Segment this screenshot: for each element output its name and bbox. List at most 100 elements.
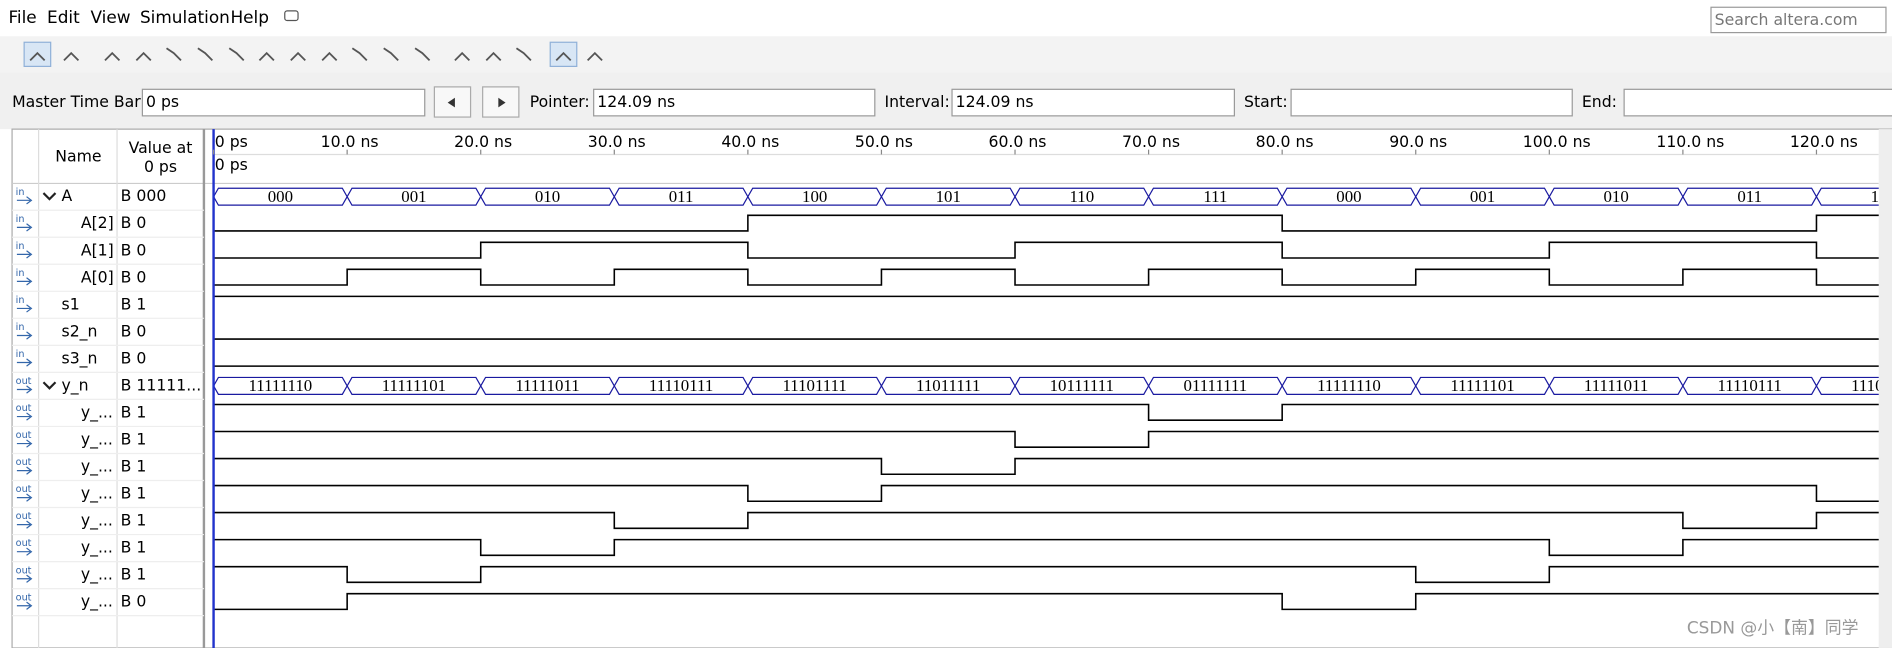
menu-item[interactable]: File: [8, 7, 36, 27]
toolbar: [0, 36, 1892, 73]
signal-name[interactable]: A: [62, 186, 73, 205]
bus-value: 11101111: [1851, 376, 1892, 395]
bus-value: 010: [1603, 187, 1628, 206]
bus-value: 010: [535, 187, 560, 206]
toolbar-icons: [23, 41, 603, 67]
signal-icon: out: [16, 592, 32, 603]
input[interactable]: [951, 88, 1235, 117]
signal-name[interactable]: y_...: [81, 402, 113, 422]
signal-name[interactable]: y_...: [81, 538, 113, 558]
signal-value: B 1: [121, 538, 147, 557]
bus-value: 11111110: [248, 376, 312, 395]
signal-name[interactable]: A[1]: [81, 240, 114, 259]
ruler-label: 110.0 ns: [1656, 132, 1724, 151]
signal-name[interactable]: A[2]: [81, 213, 114, 232]
menu-bar: [0, 0, 1892, 37]
signal-icon: in: [16, 241, 25, 252]
waveform: [213, 565, 1879, 584]
tool-icon: [104, 51, 121, 61]
input[interactable]: [141, 88, 426, 117]
bus-value: 11110111: [649, 376, 713, 395]
signal-icon-arrow: [16, 304, 33, 313]
signal-name[interactable]: y_n: [62, 375, 89, 395]
menu-item[interactable]: Help: [230, 7, 268, 27]
waveform: [213, 592, 1879, 611]
bus-value: 001: [1470, 187, 1495, 206]
tool-icon: [351, 47, 368, 61]
input[interactable]: [593, 88, 876, 117]
tool-icon: [197, 47, 214, 61]
signal-icon-arrow: [16, 520, 33, 529]
icon: [447, 97, 455, 108]
search-box[interactable]: [1710, 6, 1887, 34]
signal-icon-arrow: [16, 439, 33, 448]
input-value: 0 ps: [146, 92, 179, 111]
menu-item[interactable]: View: [90, 7, 130, 27]
signal-icon: in: [16, 322, 25, 333]
bus-value: 000: [268, 187, 293, 206]
signal-icon-arrow: [16, 412, 33, 421]
tool-icon: [228, 47, 245, 61]
tool-icon: [63, 51, 80, 61]
signal-icon-arrow: [16, 601, 33, 610]
bus-value: 100: [802, 187, 827, 206]
signal-name[interactable]: y_...: [81, 456, 113, 476]
tool-icon: [135, 51, 152, 61]
waveform: [213, 457, 1879, 476]
waveform: [213, 268, 1879, 286]
signal-icon: in: [16, 214, 25, 225]
ruler-label: 50.0 ns: [855, 132, 913, 151]
signal-name[interactable]: y_...: [81, 484, 113, 504]
signal-icon: out: [16, 484, 32, 495]
col-header: 0 ps: [144, 157, 177, 176]
bus-value: 111: [1203, 187, 1227, 206]
waveform: [213, 403, 1879, 421]
bus-value: 11111011: [1584, 376, 1648, 395]
bus-value: 11011111: [916, 376, 980, 395]
ruler-label: 30.0 ns: [588, 132, 646, 151]
ruler-label: 120.0 ns: [1790, 132, 1858, 151]
waveform: [213, 538, 1879, 557]
signal-icon: in: [16, 349, 25, 360]
signal-icon: in: [16, 295, 25, 306]
signal-name[interactable]: A[0]: [81, 267, 114, 286]
input-value: 124.09 ns: [597, 92, 675, 111]
signal-name[interactable]: y_...: [81, 511, 113, 531]
col-header: Value at: [129, 138, 193, 157]
search-placeholder: Search altera.com: [1715, 10, 1858, 29]
signal-name[interactable]: y_...: [81, 592, 113, 612]
signal-icon-arrow: [16, 547, 33, 556]
signal-name[interactable]: s3_n: [62, 348, 98, 368]
ruler-label: 40.0 ns: [721, 132, 779, 151]
tool-icon: [290, 51, 306, 61]
signal-name[interactable]: y_...: [81, 429, 113, 449]
signal-icon-arrow: [16, 196, 33, 205]
col-header: Name: [55, 146, 101, 165]
menu-item[interactable]: Simulation: [140, 7, 230, 27]
signal-value: B 000: [121, 186, 167, 205]
expand-arrow: [42, 192, 57, 201]
tool-icon: [586, 51, 603, 61]
signal-value: B 0: [121, 213, 147, 232]
signal-value: B 1: [121, 565, 147, 584]
bus-value: 100: [1871, 187, 1892, 206]
signal-name[interactable]: y_...: [81, 565, 113, 585]
signal-icon-arrow: [16, 493, 33, 502]
signal-value: B 1: [121, 294, 147, 313]
input[interactable]: [1623, 88, 1892, 117]
signal-value: B 1: [121, 402, 147, 421]
signal-name[interactable]: s2_n: [62, 321, 98, 341]
signal-value: B 1: [121, 456, 147, 475]
signal-icon: out: [16, 430, 32, 441]
ruler-label: 20.0 ns: [454, 132, 512, 151]
bus-value: 01111111: [1184, 376, 1248, 395]
signal-icon: out: [16, 538, 32, 549]
input-value: 124.09 ns: [956, 92, 1034, 111]
signal-name[interactable]: s1: [62, 294, 80, 313]
menu-item[interactable]: Edit: [47, 7, 80, 27]
scrollbar[interactable]: [1878, 129, 1892, 648]
signal-icon-arrow: [16, 358, 33, 367]
input[interactable]: [1290, 88, 1573, 117]
waveform: [213, 214, 1879, 232]
